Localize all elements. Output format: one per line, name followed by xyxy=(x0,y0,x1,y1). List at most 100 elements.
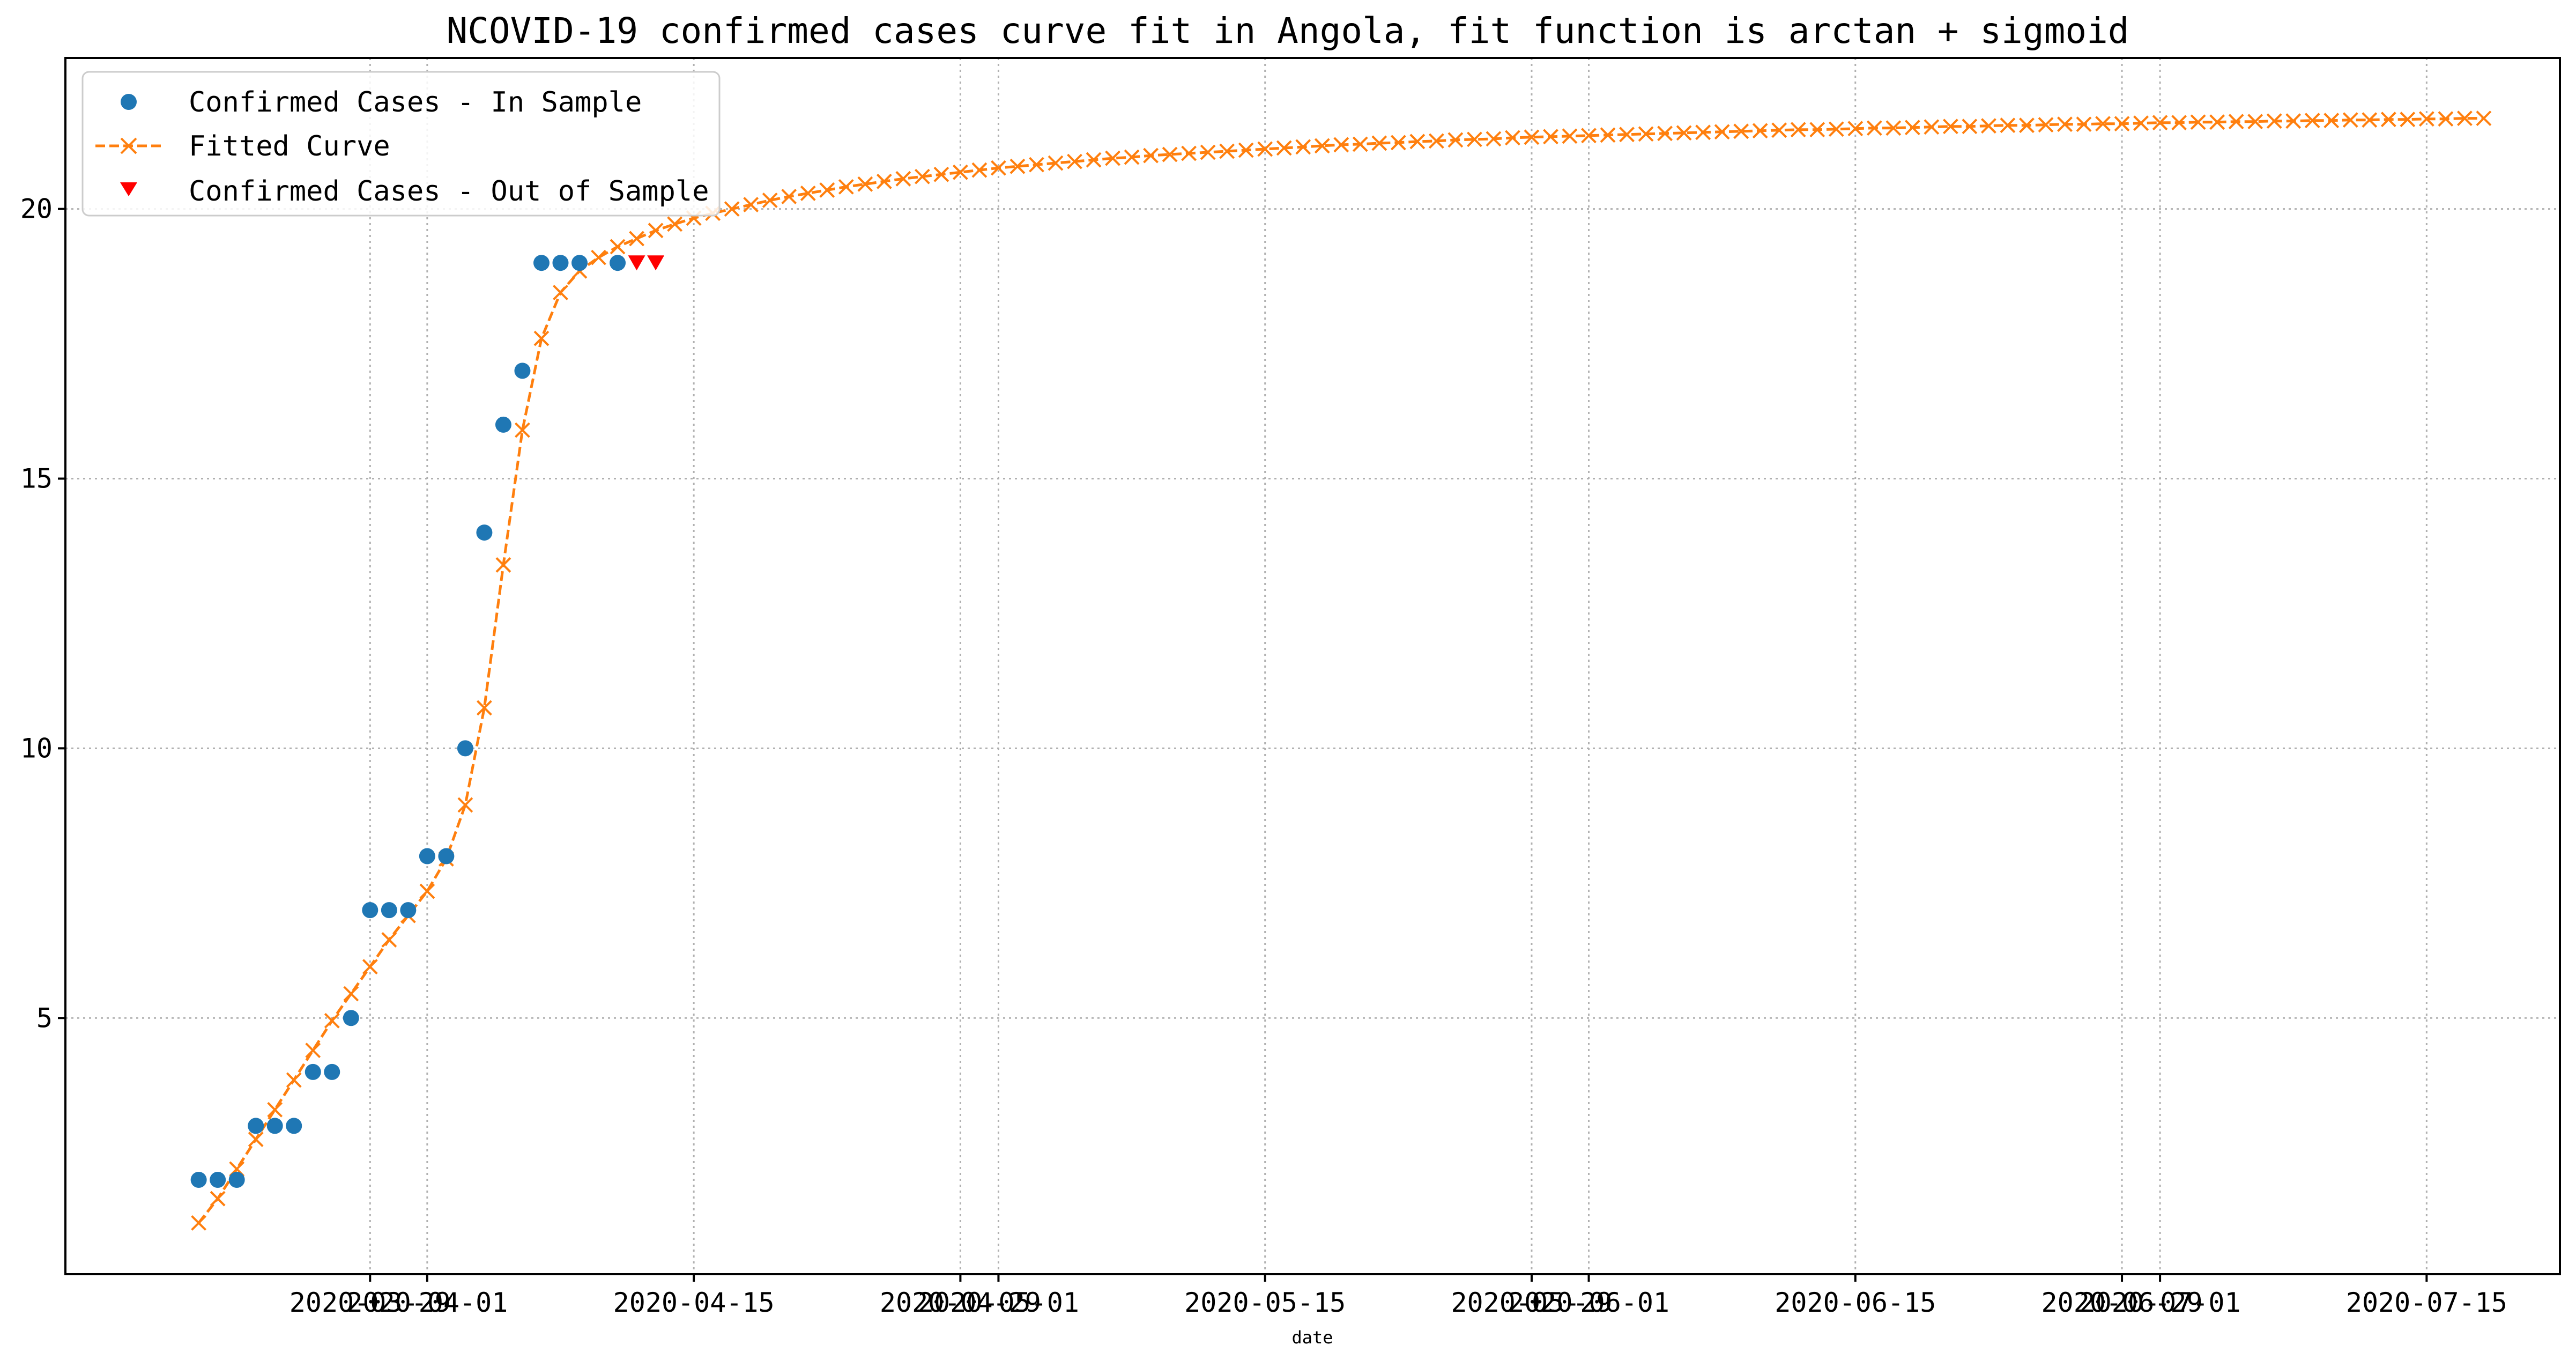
in-sample-point xyxy=(305,1063,321,1080)
in-sample-point xyxy=(210,1171,226,1188)
fitted-curve-marker xyxy=(2285,113,2302,129)
legend-label-in-sample: Confirmed Cases - In Sample xyxy=(189,86,642,119)
fitted-curve-marker xyxy=(1657,125,1673,142)
fitted-curve-marker xyxy=(381,932,397,948)
fitted-curve-marker xyxy=(305,1043,321,1059)
fitted-curve-marker xyxy=(2438,111,2454,127)
legend-label-fitted: Fitted Curve xyxy=(189,130,390,162)
fitted-curve-marker xyxy=(2323,113,2340,129)
fitted-curve-marker xyxy=(1885,120,1902,136)
fitted-curve-marker xyxy=(952,164,968,180)
fitted-curve-marker xyxy=(248,1132,264,1147)
in-sample-point xyxy=(419,848,435,864)
fitted-curve-marker xyxy=(1962,119,1978,135)
fitted-curve-marker xyxy=(1828,121,1844,137)
fitted-curve-marker xyxy=(2152,115,2168,131)
fitted-curve-marker xyxy=(1771,122,1787,138)
fitted-curve-marker xyxy=(857,176,873,192)
fitted-curve-marker xyxy=(610,239,626,255)
legend-marker-out-of-sample xyxy=(120,182,137,196)
in-sample-point xyxy=(228,1171,245,1188)
fitted-curve-marker xyxy=(1219,143,1235,159)
fitted-curve-marker xyxy=(2418,111,2434,127)
fitted-curve-marker xyxy=(553,285,568,300)
fitted-curve-marker xyxy=(914,168,930,184)
in-sample-point xyxy=(324,1063,340,1080)
fitted-curve-marker xyxy=(324,1012,340,1029)
in-sample-point xyxy=(248,1118,264,1134)
fitted-curve-marker xyxy=(2304,113,2320,129)
y-tick-label: 10 xyxy=(20,733,53,764)
fitted-curve-marker xyxy=(1866,120,1882,136)
x-tick-label: 2020-05-29 xyxy=(1451,1287,1612,1318)
in-sample-point xyxy=(533,255,550,271)
fitted-curve-marker xyxy=(495,557,511,573)
fitted-curve-marker xyxy=(2380,112,2396,128)
fitted-curve-marker xyxy=(286,1072,302,1088)
y-tick-label: 20 xyxy=(20,194,53,225)
fitted-curve-marker xyxy=(1809,122,1825,138)
fitted-curve-marker xyxy=(1486,131,1502,147)
fitted-curve-marker xyxy=(838,179,854,195)
fitted-curve-marker xyxy=(419,883,435,899)
fitted-curve-marker xyxy=(1638,126,1654,142)
fitted-curve-marker xyxy=(2456,110,2473,127)
x-tick-label: 2020-07-15 xyxy=(2346,1287,2507,1318)
x-tick-label: 2020-05-15 xyxy=(1184,1287,1346,1318)
in-sample-point xyxy=(381,902,397,919)
x-tick-label: 2020-04-01 xyxy=(346,1287,508,1318)
fitted-curve-marker xyxy=(210,1191,226,1207)
fitted-curve-marker xyxy=(2209,114,2225,130)
fitted-curve-marker xyxy=(876,173,892,189)
fitted-curve-marker xyxy=(781,189,797,204)
fitted-curve-marker xyxy=(1029,157,1044,173)
legend: Confirmed Cases - In Sample Fitted Curve… xyxy=(81,71,721,217)
fitted-curve-marker xyxy=(2114,116,2130,132)
out-of-sample-point xyxy=(628,255,645,271)
fitted-curve-marker xyxy=(2400,112,2416,128)
fitted-curve-marker xyxy=(762,193,778,208)
fitted-curve-marker xyxy=(343,986,359,1002)
fitted-curve-marker xyxy=(1105,150,1120,166)
fitted-curve-marker xyxy=(2362,112,2378,128)
fitted-curve-marker xyxy=(1524,129,1540,145)
x-axis-label: date xyxy=(1291,1327,1333,1348)
fitted-curve-marker xyxy=(1086,152,1102,168)
legend-label-out-of-sample: Confirmed Cases - Out of Sample xyxy=(189,175,709,208)
fitted-curve-marker xyxy=(1295,139,1311,155)
in-sample-point xyxy=(343,1010,359,1026)
fitted-curve-marker xyxy=(991,160,1006,176)
fitted-curve-marker xyxy=(2247,114,2263,130)
out-of-sample-point xyxy=(647,255,665,271)
in-sample-point xyxy=(495,416,511,433)
fitted-curve-marker xyxy=(2342,112,2358,128)
fitted-curve-marker xyxy=(1942,119,1958,135)
fitted-curve-marker xyxy=(933,166,949,182)
fitted-curve-marker xyxy=(2000,117,2016,134)
in-sample-point xyxy=(610,255,626,271)
fitted-curve-marker xyxy=(1352,136,1368,152)
fitted-curve-marker xyxy=(1314,138,1330,154)
fitted-curve-marker xyxy=(1676,125,1692,141)
fitted-curve-marker xyxy=(1752,123,1768,139)
in-sample-point xyxy=(266,1118,283,1134)
fitted-curve-marker xyxy=(724,201,740,217)
fitted-curve-marker xyxy=(1790,122,1806,138)
fitted-curve-marker xyxy=(1562,128,1578,144)
in-sample-point xyxy=(552,255,569,271)
x-tick-label: 2020-07-01 xyxy=(2080,1287,2241,1318)
fitted-curve-marker xyxy=(1428,133,1444,149)
fitted-curve-marker xyxy=(1390,135,1406,151)
fitted-curve-marker xyxy=(895,171,911,187)
fitted-curve-marker xyxy=(1238,142,1254,158)
y-tick-label: 15 xyxy=(20,463,53,494)
fitted-curve-marker xyxy=(1200,144,1216,160)
fitted-curve-marker xyxy=(800,186,816,201)
fitted-curve-marker xyxy=(1067,153,1082,169)
fitted-curve-marker xyxy=(1924,119,1940,135)
fitted-curve-marker xyxy=(2076,116,2092,132)
fitted-curve-marker xyxy=(1371,135,1387,151)
fitted-curve-marker xyxy=(267,1102,283,1118)
fitted-curve-line xyxy=(197,117,2484,1224)
